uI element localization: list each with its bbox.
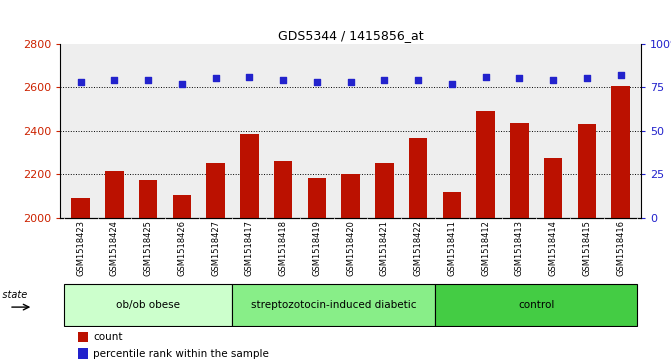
Bar [409,138,427,218]
Bar [105,171,123,218]
Bar [611,86,630,218]
Bar [139,180,158,218]
Point [413,77,423,83]
Bar [172,195,191,218]
Point [244,74,255,79]
Bar [435,284,637,326]
Text: GSM1518419: GSM1518419 [313,220,321,276]
Point [75,79,86,85]
Bar [78,332,89,342]
Bar [64,284,232,326]
Point [345,79,356,85]
Bar [375,163,394,218]
Point [210,76,221,81]
Bar [443,192,461,218]
Point [548,77,558,83]
Bar [232,284,435,326]
Text: GSM1518427: GSM1518427 [211,220,220,276]
Text: GSM1518422: GSM1518422 [413,220,423,276]
Point [379,77,390,83]
Bar [240,134,258,218]
Text: control: control [518,300,554,310]
Bar [510,123,529,218]
Bar [78,348,89,359]
Text: GSM1518424: GSM1518424 [110,220,119,276]
Bar [342,174,360,218]
Text: GSM1518415: GSM1518415 [582,220,591,276]
Text: GSM1518416: GSM1518416 [616,220,625,276]
Text: GSM1518425: GSM1518425 [144,220,152,276]
Bar [307,178,326,218]
Bar [544,158,562,218]
Point [109,77,119,83]
Bar [207,163,225,218]
Text: GSM1518426: GSM1518426 [177,220,187,276]
Text: GSM1518411: GSM1518411 [448,220,456,276]
Point [176,81,187,86]
Text: disease state: disease state [0,290,27,300]
Text: GSM1518413: GSM1518413 [515,220,524,276]
Point [446,81,457,86]
Point [514,76,525,81]
Text: count: count [93,332,122,342]
Text: GSM1518418: GSM1518418 [278,220,288,276]
Text: GSM1518423: GSM1518423 [76,220,85,276]
Text: GSM1518417: GSM1518417 [245,220,254,276]
Text: streptozotocin-induced diabetic: streptozotocin-induced diabetic [251,300,417,310]
Title: GDS5344 / 1415856_at: GDS5344 / 1415856_at [278,29,423,42]
Text: percentile rank within the sample: percentile rank within the sample [93,348,269,359]
Text: GSM1518421: GSM1518421 [380,220,389,276]
Point [480,74,491,79]
Bar [476,111,495,218]
Text: GSM1518412: GSM1518412 [481,220,490,276]
Text: ob/ob obese: ob/ob obese [116,300,180,310]
Text: GSM1518414: GSM1518414 [549,220,558,276]
Bar [274,161,293,218]
Point [143,77,154,83]
Point [278,77,289,83]
Bar [71,198,90,218]
Point [582,76,592,81]
Point [311,79,322,85]
Bar [578,124,596,218]
Point [615,72,626,78]
Text: GSM1518420: GSM1518420 [346,220,355,276]
